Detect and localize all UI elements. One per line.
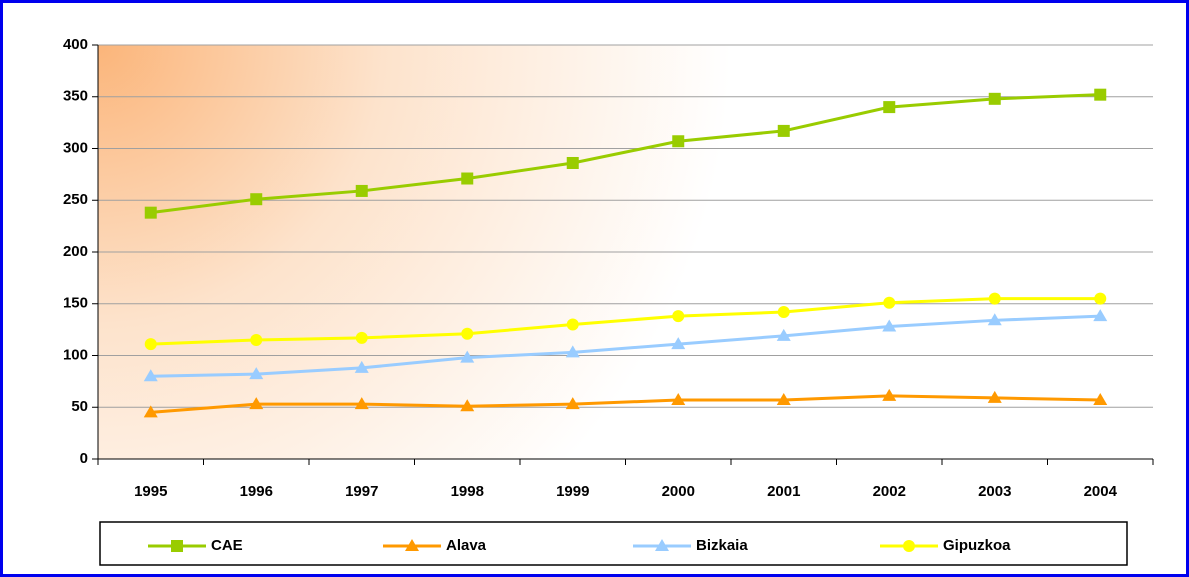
data-point xyxy=(144,206,157,219)
data-point xyxy=(882,388,897,401)
data-point xyxy=(776,393,791,406)
series-line xyxy=(150,394,1101,414)
series-line xyxy=(150,93,1101,215)
legend-label: Gipuzkoa xyxy=(943,537,1011,554)
data-point xyxy=(354,360,369,373)
data-point xyxy=(987,313,1002,326)
y-tick-label: 200 xyxy=(63,243,88,260)
x-tick-label: 1999 xyxy=(556,483,589,500)
legend-marker xyxy=(655,539,669,551)
y-tick-label: 0 xyxy=(80,450,88,467)
data-point xyxy=(460,399,475,412)
legend-label: Bizkaia xyxy=(696,537,748,554)
data-point xyxy=(565,397,580,410)
data-point xyxy=(144,338,157,351)
data-point xyxy=(354,397,369,410)
data-point xyxy=(777,306,790,319)
data-point xyxy=(883,296,896,309)
data-point xyxy=(1093,309,1108,322)
data-point xyxy=(143,405,158,418)
legend-marker xyxy=(171,540,183,552)
data-point xyxy=(671,337,686,350)
data-point xyxy=(565,345,580,358)
x-tick-label: 1995 xyxy=(134,483,167,500)
data-point xyxy=(355,331,368,344)
data-point xyxy=(987,390,1002,403)
x-tick-label: 2002 xyxy=(873,483,906,500)
data-point xyxy=(566,318,579,331)
x-tick-label: 2001 xyxy=(767,483,800,500)
data-point xyxy=(776,328,791,341)
y-tick-label: 300 xyxy=(63,139,88,156)
y-tick-label: 250 xyxy=(63,191,88,208)
legend-label: Alava xyxy=(446,537,487,554)
data-point xyxy=(988,292,1001,305)
data-point xyxy=(1094,88,1107,101)
data-point xyxy=(1093,393,1108,406)
data-point xyxy=(672,310,685,323)
data-point xyxy=(566,156,579,169)
data-point xyxy=(883,101,896,114)
data-point xyxy=(250,333,263,346)
x-tick-label: 2004 xyxy=(1084,483,1118,500)
legend-box xyxy=(99,521,1128,566)
data-point xyxy=(777,124,790,137)
data-point xyxy=(882,319,897,332)
series-line xyxy=(150,314,1101,378)
data-point xyxy=(461,172,474,185)
x-tick-label: 2000 xyxy=(662,483,695,500)
x-tick-label: 1996 xyxy=(240,483,273,500)
x-tick-label: 2003 xyxy=(978,483,1011,500)
x-tick-label: 1997 xyxy=(345,483,378,500)
data-point xyxy=(988,92,1001,105)
y-tick-label: 50 xyxy=(71,398,88,415)
legend-marker xyxy=(405,539,419,551)
data-point xyxy=(249,397,264,410)
legend-marker xyxy=(903,540,915,552)
legend-label: CAE xyxy=(211,537,243,554)
y-tick-label: 350 xyxy=(63,88,88,105)
data-point xyxy=(671,393,686,406)
data-point xyxy=(461,327,474,340)
data-point xyxy=(143,369,158,382)
series-line xyxy=(150,297,1101,346)
y-tick-label: 150 xyxy=(63,295,88,312)
data-point xyxy=(1094,292,1107,305)
data-point xyxy=(672,135,685,148)
data-point xyxy=(460,350,475,363)
data-point xyxy=(249,367,264,380)
data-point xyxy=(355,184,368,197)
y-tick-label: 100 xyxy=(63,346,88,363)
y-tick-label: 400 xyxy=(63,36,88,53)
data-point xyxy=(250,193,263,206)
x-tick-label: 1998 xyxy=(451,483,484,500)
